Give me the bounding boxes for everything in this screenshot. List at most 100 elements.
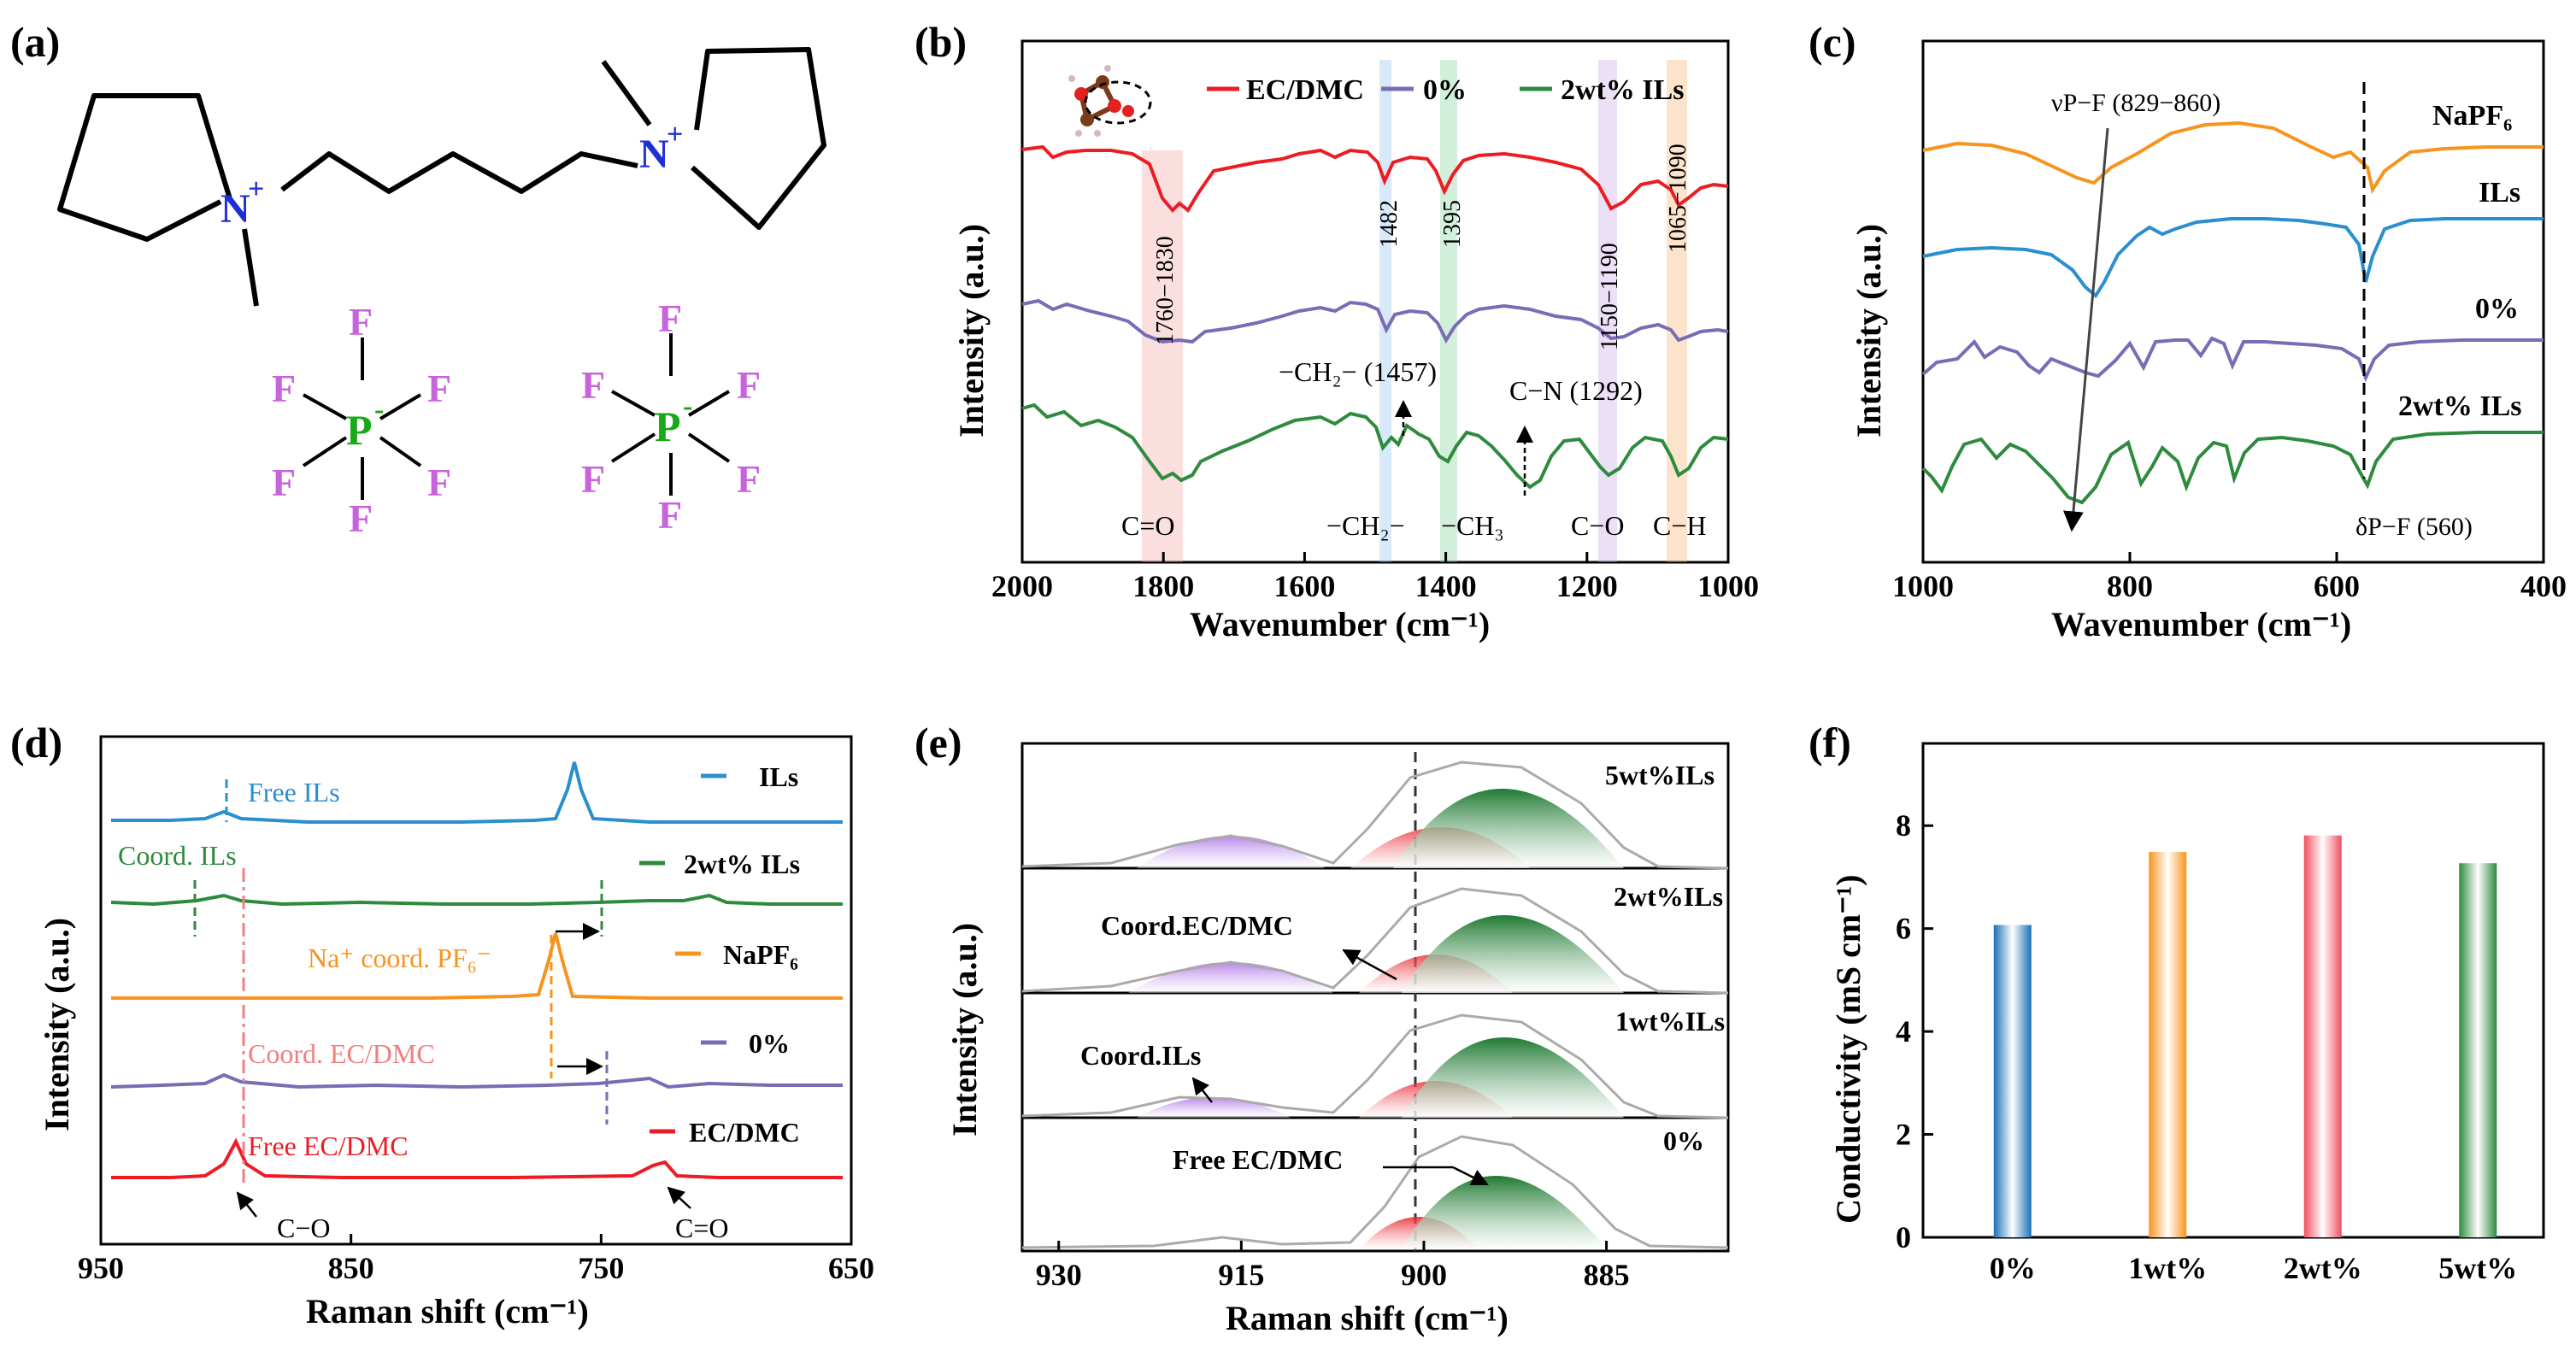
svg-text:C−H: C−H — [1653, 510, 1707, 541]
raman-ils — [111, 761, 843, 824]
svg-text:1065−1090: 1065−1090 — [1665, 144, 1691, 253]
dication-skeleton — [57, 47, 826, 307]
panel-a-label: (a) — [10, 18, 60, 66]
x-tick-label: 400 — [2520, 569, 2567, 603]
svg-text:ILs: ILs — [2479, 177, 2520, 209]
panel-b-x-axis: 2000 1800 1600 1400 1200 1000 — [991, 552, 1759, 603]
fit-1wt — [1021, 1013, 1729, 1119]
spectrum-ecdmc — [1021, 144, 1729, 213]
svg-text:2wt% ILs: 2wt% ILs — [684, 849, 800, 879]
svg-text:-: - — [374, 394, 384, 426]
panel-f-frame — [1921, 742, 2545, 1239]
svg-text:C−N (1292): C−N (1292) — [1509, 375, 1643, 406]
bar-1 — [2149, 851, 2187, 1237]
panel-d-annotations: Free ILs Coord. ILs Na⁺ coord. PF₆⁻ Coor… — [118, 777, 729, 1243]
y-tick-label: 4 — [1896, 1014, 1911, 1048]
panel-b-legend: EC/DMC 0% 2wt% ILs — [1207, 74, 1685, 106]
svg-text:2wt%ILs: 2wt%ILs — [1614, 881, 1723, 912]
legend-2wt: 2wt% ILs — [1561, 74, 1685, 106]
panel-c-ylabel: Intensity (a.u.) — [1850, 224, 1888, 438]
svg-text:P: P — [346, 406, 373, 454]
panel-c-annotations: νP−F (829−860) δP−F (560) NaPF₆ ILs 0% 2… — [2051, 82, 2522, 541]
svg-text:1wt%ILs: 1wt%ILs — [1615, 1006, 1725, 1037]
panel-c-xlabel: Wavenumber (cm⁻¹) — [2051, 605, 2351, 643]
spectrum-0pct-c — [1921, 336, 2544, 383]
svg-text:NaPF₆: NaPF₆ — [2432, 100, 2512, 132]
x-tick-label: 650 — [828, 1251, 874, 1285]
panel-d-frame — [99, 735, 853, 1246]
category-label: 0% — [1990, 1251, 2036, 1285]
svg-text:νP−F (829−860): νP−F (829−860) — [2051, 89, 2220, 117]
x-tick-label: 850 — [328, 1251, 374, 1285]
legend-0pct: 0% — [1423, 74, 1467, 106]
panel-b-bands — [1142, 60, 1687, 562]
svg-text:-: - — [683, 391, 692, 422]
raman-0pct — [110, 1072, 843, 1090]
pf6-anion-right: P - F F F F F F — [581, 297, 761, 537]
svg-text:1482: 1482 — [1376, 200, 1403, 248]
panel-e-frame — [1020, 742, 1730, 1253]
panel-b-ylabel: Intensity (a.u.) — [952, 224, 991, 438]
bar-chart: 0 2 4 6 8 0% 1wt% 2wt% 5wt% — [1896, 808, 2517, 1285]
svg-text:Coord. ILs: Coord. ILs — [118, 840, 237, 871]
svg-text:−CH₂−: −CH₂− — [1326, 510, 1405, 541]
x-tick-label: 2000 — [991, 569, 1053, 603]
panel-e-annotations: 5wt%ILs 2wt%ILs 1wt%ILs 0% Coord.EC/DMC … — [1080, 760, 1725, 1186]
panel-d-label: (d) — [10, 719, 62, 766]
panel-c-x-axis: 1000 800 600 400 — [1892, 552, 2567, 603]
panel-d-xlabel: Raman shift (cm⁻¹) — [306, 1292, 589, 1330]
svg-text:0%: 0% — [749, 1028, 790, 1059]
category-label: 2wt% — [2284, 1251, 2362, 1285]
svg-text:F: F — [272, 367, 296, 410]
svg-text:F: F — [349, 496, 373, 540]
svg-text:F: F — [581, 363, 605, 407]
svg-text:F: F — [658, 297, 682, 340]
panel-e-xlabel: Raman shift (cm⁻¹) — [1226, 1299, 1509, 1337]
y-tick-label: 0 — [1896, 1220, 1911, 1254]
nitrogen-atom-left: N + — [221, 173, 264, 232]
x-tick-label: 1000 — [1697, 569, 1759, 603]
ecdmc-molecule-icon — [1068, 65, 1152, 137]
svg-text:+: + — [667, 119, 683, 150]
panel-e-ylabel: Intensity (a.u.) — [945, 923, 984, 1136]
spectrum-napf6 — [1922, 120, 2544, 195]
svg-text:1150−1190: 1150−1190 — [1597, 243, 1623, 350]
x-tick-label: 750 — [578, 1251, 624, 1285]
panel-c-label: (c) — [1808, 18, 1856, 66]
panel-b-band-labels: 1760−1830 1482 1395 1150−1190 1065−1090 — [1152, 144, 1691, 350]
x-tick-label: 1200 — [1556, 569, 1618, 603]
raman-2wt — [110, 893, 843, 907]
svg-text:F: F — [272, 461, 296, 504]
svg-text:1395: 1395 — [1439, 200, 1466, 248]
fit-5wt — [1021, 761, 1729, 870]
svg-text:EC/DMC: EC/DMC — [689, 1117, 800, 1148]
panel-b-xlabel: Wavenumber (cm⁻¹) — [1190, 605, 1490, 643]
spectrum-2wt — [1021, 402, 1729, 490]
category-label: 1wt% — [2128, 1251, 2207, 1285]
spectrum-ils — [1922, 217, 2544, 299]
svg-text:δP−F (560): δP−F (560) — [2355, 513, 2473, 541]
svg-text:0%: 0% — [2475, 293, 2519, 325]
panel-b-label: (b) — [915, 18, 967, 66]
svg-text:F: F — [427, 367, 451, 410]
svg-text:N: N — [221, 186, 250, 232]
y-tick-label: 6 — [1896, 912, 1911, 946]
svg-text:NaPF₆: NaPF₆ — [723, 939, 798, 970]
x-tick-label: 600 — [2314, 569, 2360, 603]
svg-text:Coord. EC/DMC: Coord. EC/DMC — [248, 1038, 435, 1069]
svg-text:P: P — [655, 402, 681, 450]
y-tick-label: 2 — [1896, 1118, 1911, 1152]
panel-e-label: (e) — [915, 719, 962, 766]
svg-text:C−O: C−O — [277, 1213, 331, 1243]
svg-text:C=O: C=O — [1121, 510, 1175, 541]
y-tick-label: 8 — [1896, 808, 1911, 843]
svg-text:Coord.ILs: Coord.ILs — [1080, 1040, 1201, 1071]
panel-f-ylabel: Conductivity (mS cm⁻¹) — [1829, 874, 1867, 1224]
panel-d-guides — [193, 779, 691, 1218]
svg-text:N: N — [639, 132, 669, 177]
bar-2 — [2303, 835, 2342, 1237]
nitrogen-atom-right: N + — [639, 119, 683, 177]
svg-text:F: F — [737, 363, 761, 407]
panel-d-ylabel: Intensity (a.u.) — [38, 918, 76, 1131]
